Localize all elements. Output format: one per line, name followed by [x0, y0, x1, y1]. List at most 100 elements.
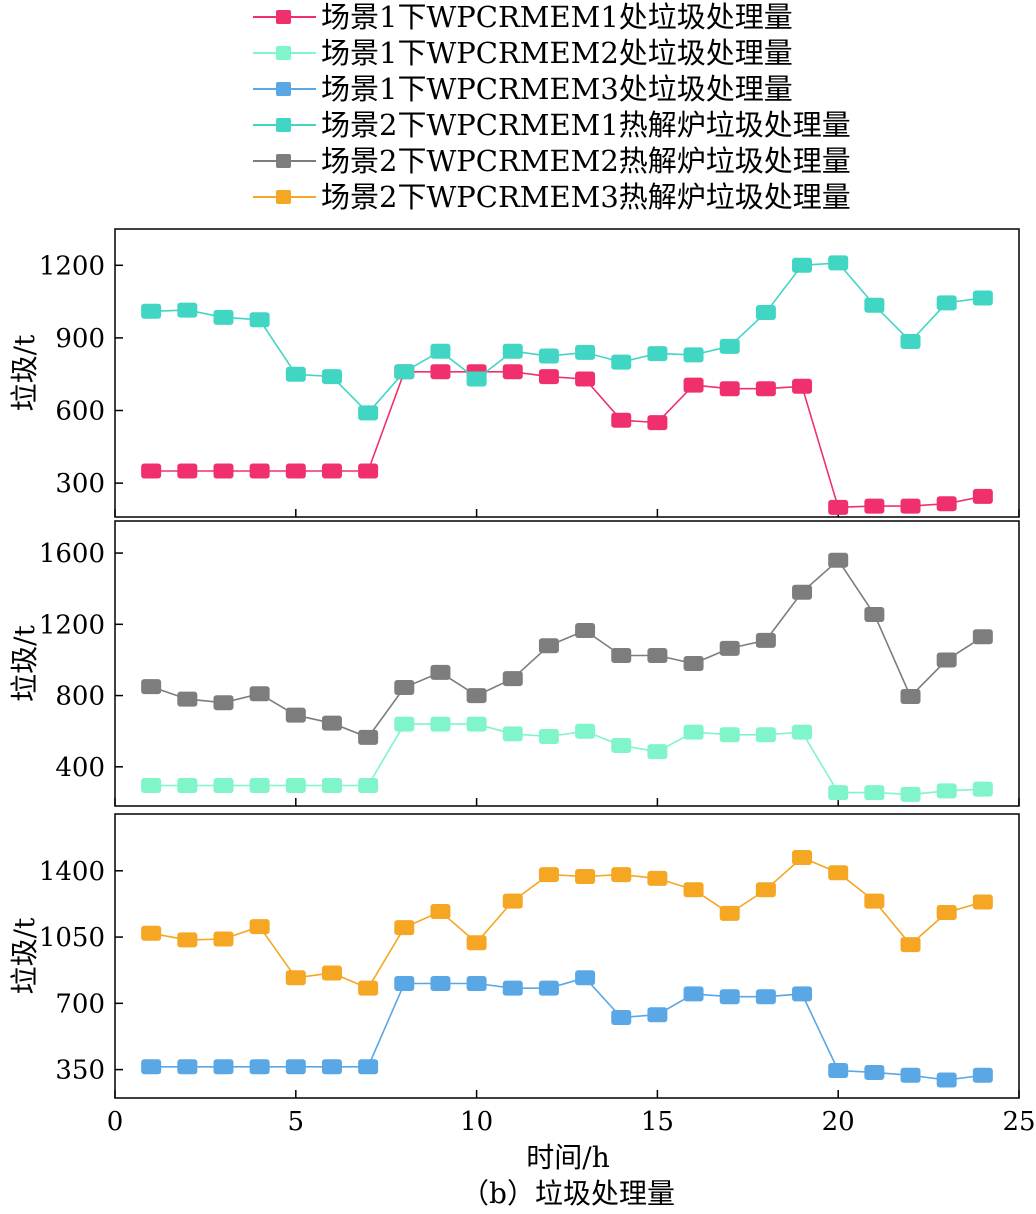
data-point [755, 882, 776, 898]
legend-entry: 场景1下WPCRMEM2处垃圾处理量 [253, 36, 793, 70]
data-point [285, 1059, 306, 1075]
data-point [358, 729, 379, 745]
data-point [285, 970, 306, 986]
data-point [321, 369, 342, 385]
plot-frame [114, 520, 1020, 807]
data-point [394, 716, 415, 732]
data-point [936, 295, 957, 311]
data-point [177, 932, 198, 948]
legend-label: 场景2下WPCRMEM3热解炉垃圾处理量 [321, 180, 851, 214]
data-point [430, 975, 451, 991]
y-tick-label: 700 [55, 989, 105, 1019]
data-point [249, 778, 270, 794]
data-point [611, 867, 632, 883]
data-point [936, 496, 957, 512]
legend-entry: 场景2下WPCRMEM3热解炉垃圾处理量 [253, 180, 851, 214]
data-point [430, 904, 451, 920]
series-line [151, 723, 983, 796]
legend-label: 场景2下WPCRMEM1热解炉垃圾处理量 [321, 108, 851, 142]
data-point [321, 778, 342, 794]
data-point [575, 723, 596, 739]
data-point [502, 343, 523, 359]
data-point [936, 783, 957, 799]
legend: 场景1下WPCRMEM1处垃圾处理量场景1下WPCRMEM2处垃圾处理量场景1下… [253, 0, 851, 214]
data-point [900, 498, 921, 514]
y-tick-label: 1200 [39, 610, 105, 640]
data-point [394, 920, 415, 936]
data-point [755, 304, 776, 320]
data-point [213, 695, 234, 711]
legend-label: 场景1下WPCRMEM1处垃圾处理量 [321, 0, 793, 34]
legend-marker [276, 82, 291, 96]
data-point [864, 785, 885, 801]
data-point [900, 334, 921, 350]
data-point [538, 369, 559, 385]
y-axis-label: 垃圾/t [8, 334, 41, 411]
data-point [141, 463, 162, 479]
data-point [213, 931, 234, 947]
data-point [792, 584, 813, 600]
series-line [151, 370, 983, 509]
data-point [213, 309, 234, 325]
data-point [177, 691, 198, 707]
data-point [719, 989, 740, 1005]
legend-marker [276, 46, 291, 60]
data-point [792, 850, 813, 866]
data-point [538, 348, 559, 364]
data-point [828, 255, 849, 271]
data-point [683, 347, 704, 363]
data-point [828, 785, 849, 801]
y-tick-label: 800 [55, 682, 105, 712]
series [141, 364, 993, 515]
data-point [828, 1063, 849, 1079]
y-tick-label: 300 [55, 469, 105, 499]
data-point [719, 727, 740, 743]
legend-label: 场景2下WPCRMEM2热解炉垃圾处理量 [321, 144, 851, 178]
legend-label: 场景1下WPCRMEM2处垃圾处理量 [321, 36, 793, 70]
data-point [611, 354, 632, 370]
data-point [611, 647, 632, 663]
panels: 3006009001200垃圾/t40080012001600垃圾/t35070… [8, 228, 1020, 1099]
data-point [430, 364, 451, 380]
data-point [249, 919, 270, 935]
data-point [466, 935, 487, 951]
data-point [755, 727, 776, 743]
data-point [466, 716, 487, 732]
data-point [538, 729, 559, 745]
data-point [719, 640, 740, 656]
figure-caption: （b）垃圾处理量 [461, 1177, 675, 1210]
series-line [151, 856, 984, 990]
series [141, 850, 993, 996]
series-line [150, 558, 984, 739]
data-point [213, 463, 234, 479]
data-point [538, 867, 559, 883]
data-point [394, 680, 415, 696]
series [141, 716, 993, 802]
y-tick-label: 1200 [39, 251, 105, 281]
data-point [972, 290, 993, 306]
data-point [502, 671, 523, 687]
data-point [358, 463, 379, 479]
legend-entry: 场景2下WPCRMEM1热解炉垃圾处理量 [253, 108, 851, 142]
data-point [285, 778, 306, 794]
data-point [900, 786, 921, 802]
y-tick-label: 1600 [39, 539, 105, 569]
data-point [647, 870, 668, 886]
data-point [141, 925, 162, 941]
x-tick-label: 20 [822, 1107, 855, 1137]
data-point [864, 893, 885, 909]
y-axis-label: 垃圾/t [8, 624, 41, 701]
data-point [177, 302, 198, 318]
data-point [502, 726, 523, 742]
data-point [466, 975, 487, 991]
series [141, 552, 993, 745]
data-point [792, 724, 813, 740]
y-tick-label: 900 [55, 324, 105, 354]
x-tick-label: 25 [1002, 1107, 1035, 1137]
data-point [141, 303, 162, 319]
data-point [900, 1067, 921, 1083]
y-axis-label: 垃圾/t [8, 917, 41, 994]
y-tick-label: 400 [55, 753, 105, 783]
data-point [502, 980, 523, 996]
